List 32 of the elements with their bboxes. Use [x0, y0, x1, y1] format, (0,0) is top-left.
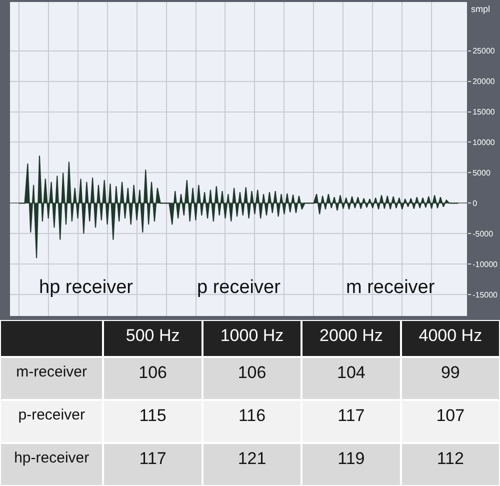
y-tick-label: 15000	[472, 108, 496, 117]
data-label: 106	[238, 362, 266, 382]
data-label: 106	[138, 362, 167, 382]
y-tick-label: 0	[472, 199, 478, 208]
data-label: 117	[139, 448, 166, 468]
data-label: 116	[238, 406, 266, 425]
category-label: 500 Hz	[126, 326, 180, 345]
data-label: 119	[338, 448, 365, 468]
y-tick-label: 20000	[472, 77, 496, 86]
annotation: m receiver	[346, 277, 436, 298]
y-tick-label: -15000	[472, 290, 498, 300]
annotation: hp receiver	[39, 277, 134, 298]
y-axis-title: smpl	[471, 4, 490, 14]
data-label: 121	[238, 448, 266, 468]
data-label: 117	[338, 406, 365, 425]
series-label: m-receiver	[16, 363, 88, 380]
data-label: 107	[436, 406, 465, 425]
series-label: hp-receiver	[14, 449, 90, 466]
category-label: 4000 Hz	[418, 326, 482, 345]
category-label: 1000 Hz	[220, 326, 284, 345]
series-label: p-receiver	[18, 406, 85, 424]
y-tick-label: 10000	[472, 138, 496, 148]
data-label: 115	[139, 406, 166, 425]
data-label: 112	[436, 448, 464, 468]
annotation: p receiver	[197, 277, 282, 298]
y-tick-label: 25000	[472, 46, 496, 56]
y-tick-label: -10000	[472, 260, 498, 269]
y-tick-label: -5000	[472, 229, 494, 238]
data-label: 99	[440, 362, 460, 382]
category-label: 2000 Hz	[320, 326, 383, 345]
data-label: 104	[337, 362, 366, 382]
y-tick-label: 5000	[472, 168, 491, 178]
